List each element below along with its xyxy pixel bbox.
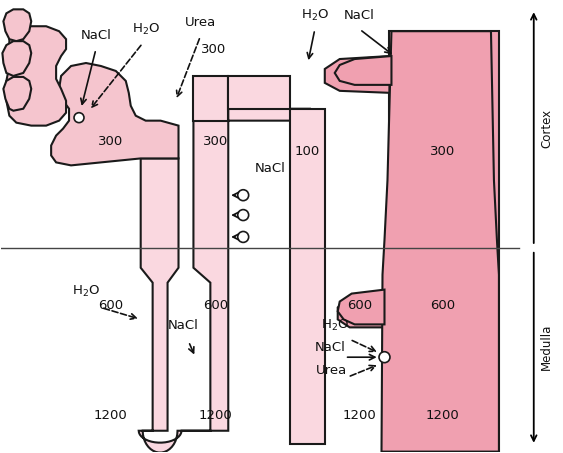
Polygon shape: [3, 10, 31, 41]
Polygon shape: [6, 26, 66, 125]
Text: NaCl: NaCl: [168, 319, 199, 333]
Text: NaCl: NaCl: [314, 341, 345, 354]
Circle shape: [238, 210, 249, 221]
Text: 1200: 1200: [343, 409, 377, 422]
Polygon shape: [51, 63, 178, 165]
Text: Urea: Urea: [316, 364, 347, 377]
Text: 100: 100: [294, 145, 319, 159]
Text: 1200: 1200: [94, 409, 128, 422]
Polygon shape: [382, 31, 499, 452]
Text: 300: 300: [98, 135, 123, 149]
Text: 1200: 1200: [425, 409, 459, 422]
Polygon shape: [138, 109, 310, 453]
Polygon shape: [194, 76, 228, 120]
Circle shape: [74, 113, 84, 123]
Polygon shape: [335, 56, 391, 85]
Circle shape: [379, 352, 390, 363]
Text: 300: 300: [201, 43, 226, 56]
Text: 600: 600: [347, 299, 372, 313]
Polygon shape: [325, 56, 390, 93]
Text: 600: 600: [99, 299, 123, 313]
Polygon shape: [228, 76, 290, 109]
Text: H$_2$O: H$_2$O: [301, 8, 329, 24]
Text: NaCl: NaCl: [255, 162, 286, 175]
Text: 300: 300: [203, 135, 228, 149]
Text: NaCl: NaCl: [344, 9, 375, 22]
Text: Urea: Urea: [185, 16, 216, 29]
Text: NaCl: NaCl: [81, 29, 111, 42]
Circle shape: [238, 190, 249, 201]
Text: 600: 600: [430, 299, 455, 313]
Text: H$_2$O: H$_2$O: [72, 284, 100, 299]
Polygon shape: [390, 31, 499, 452]
Text: 600: 600: [203, 299, 228, 313]
Polygon shape: [2, 41, 31, 76]
Circle shape: [238, 231, 249, 242]
Text: H$_2$O: H$_2$O: [132, 22, 160, 37]
Polygon shape: [3, 77, 31, 111]
Text: Cortex: Cortex: [540, 109, 553, 148]
Polygon shape: [338, 292, 390, 328]
Text: 300: 300: [430, 145, 455, 159]
Text: 1200: 1200: [198, 409, 232, 422]
Text: H$_2$O: H$_2$O: [321, 318, 349, 333]
Polygon shape: [290, 109, 325, 443]
Polygon shape: [338, 289, 385, 324]
Text: Medulla: Medulla: [540, 323, 553, 370]
